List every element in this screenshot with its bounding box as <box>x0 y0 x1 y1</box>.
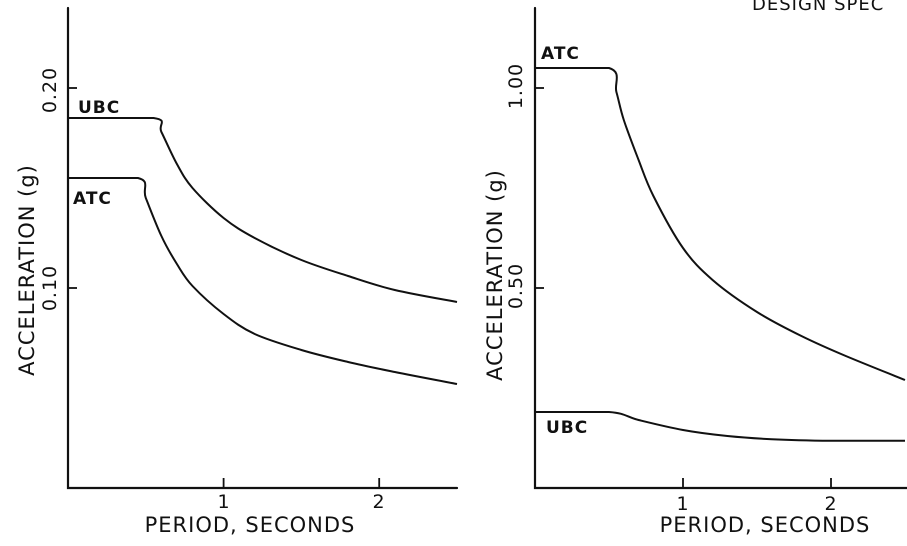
left-xtick-label-0: 1 <box>217 491 230 513</box>
right-xtick-label-1: 2 <box>824 493 837 515</box>
left-ytick-label-1: 0.20 <box>39 67 61 113</box>
right-ylabel: ACCELERATION (g) <box>483 169 507 381</box>
right-series <box>535 67 906 442</box>
right-xlabel: PERIOD, SECONDS <box>660 513 871 537</box>
left-series-label-atc: ATC <box>73 189 112 209</box>
right-series-ubc-line <box>535 411 905 442</box>
chart-left: PERIOD, SECONDS ACCELERATION (g) 0.10 0.… <box>15 6 459 537</box>
left-series-ubc-line <box>68 117 458 303</box>
left-ticks <box>68 87 381 488</box>
right-series-atc-line <box>535 67 906 381</box>
header-fragment: DESIGN SPEC <box>752 0 884 15</box>
chart-right: PERIOD, SECONDS ACCELERATION (g) 0.50 1.… <box>483 6 907 537</box>
right-ytick-label-0: 0.50 <box>505 263 527 309</box>
left-xlabel: PERIOD, SECONDS <box>145 513 356 537</box>
left-ylabel: ACCELERATION (g) <box>15 164 39 376</box>
left-ytick-label-0: 0.10 <box>39 265 61 311</box>
right-series-label-atc: ATC <box>541 44 580 64</box>
right-xtick-label-0: 1 <box>676 493 689 515</box>
left-series-atc-line <box>68 177 458 385</box>
left-axes <box>66 6 459 490</box>
left-series <box>68 117 458 385</box>
right-ytick-label-1: 1.00 <box>505 63 527 109</box>
left-xtick-label-1: 2 <box>372 491 385 513</box>
right-series-label-ubc: UBC <box>546 418 588 438</box>
left-series-label-ubc: UBC <box>78 98 120 118</box>
right-ticks <box>535 87 832 488</box>
right-axes <box>533 6 907 490</box>
